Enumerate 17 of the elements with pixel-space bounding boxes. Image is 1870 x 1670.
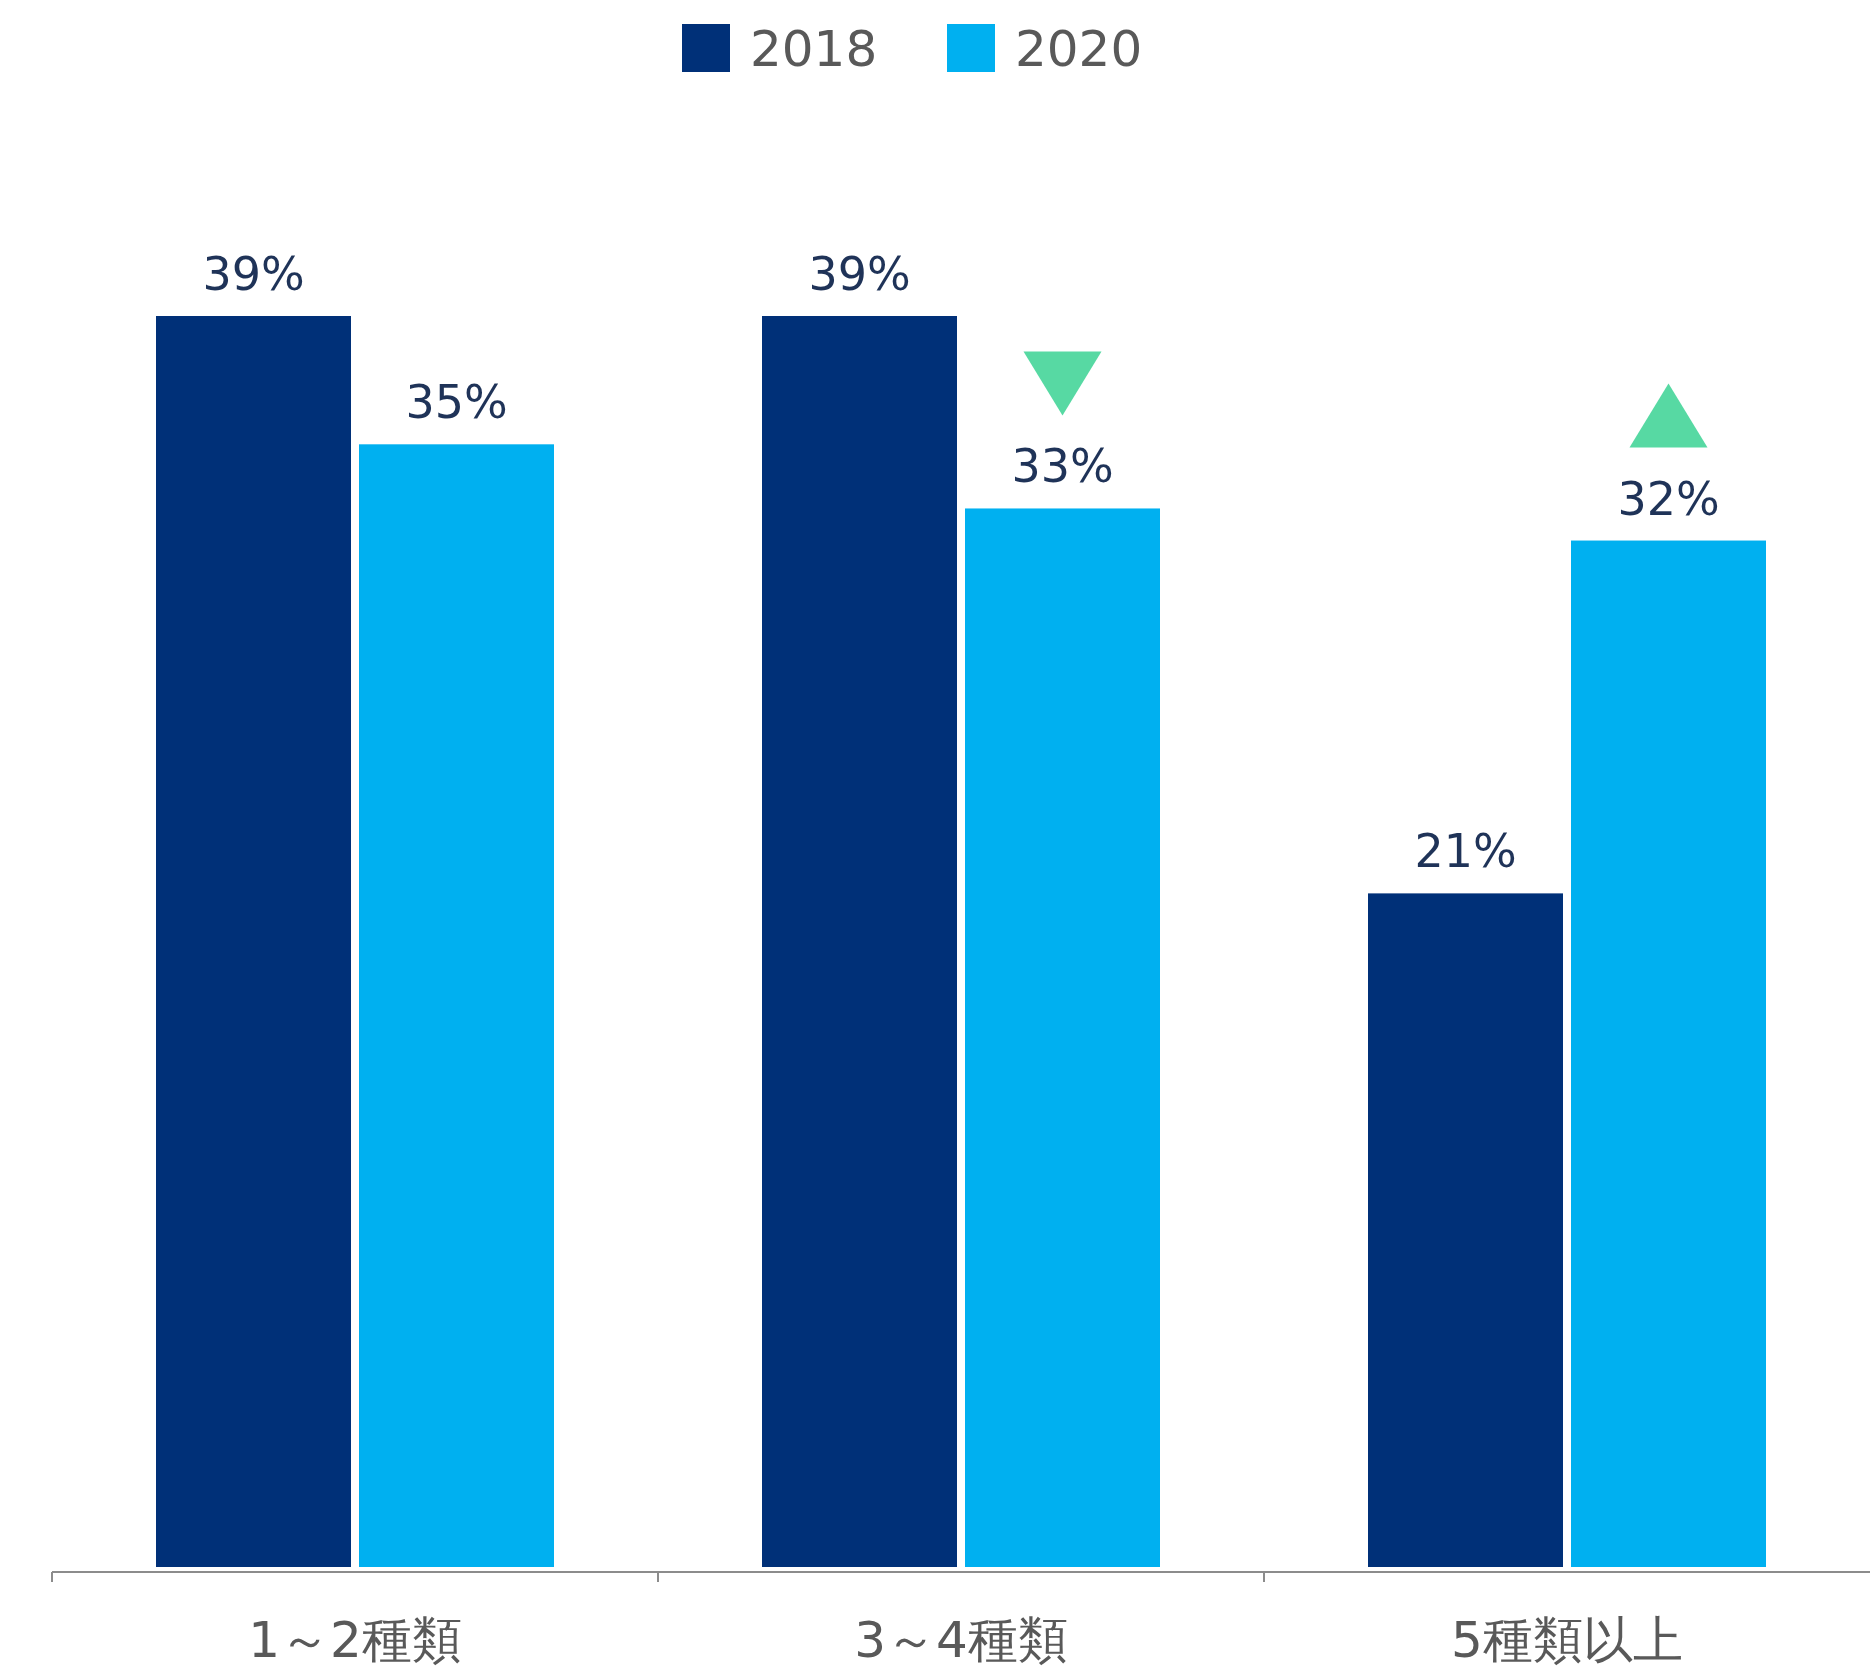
- data-label: 33%: [1011, 439, 1114, 494]
- x-tick-label: 5種類以上: [1451, 1611, 1683, 1669]
- bar: [1571, 540, 1766, 1567]
- x-tick-label: 3～4種類: [854, 1611, 1068, 1669]
- legend-label: 2018: [750, 20, 878, 78]
- bar: [1368, 893, 1563, 1567]
- bar: [156, 316, 351, 1567]
- legend-label: 2020: [1015, 20, 1143, 78]
- data-label: 35%: [405, 375, 508, 430]
- x-tick-label: 1～2種類: [248, 1611, 462, 1669]
- bar: [762, 316, 957, 1567]
- data-label: 39%: [202, 247, 305, 301]
- data-label: 39%: [808, 247, 911, 301]
- bar: [965, 508, 1160, 1567]
- bar: [359, 444, 554, 1567]
- data-label: 21%: [1414, 824, 1517, 879]
- data-label: 32%: [1617, 471, 1720, 526]
